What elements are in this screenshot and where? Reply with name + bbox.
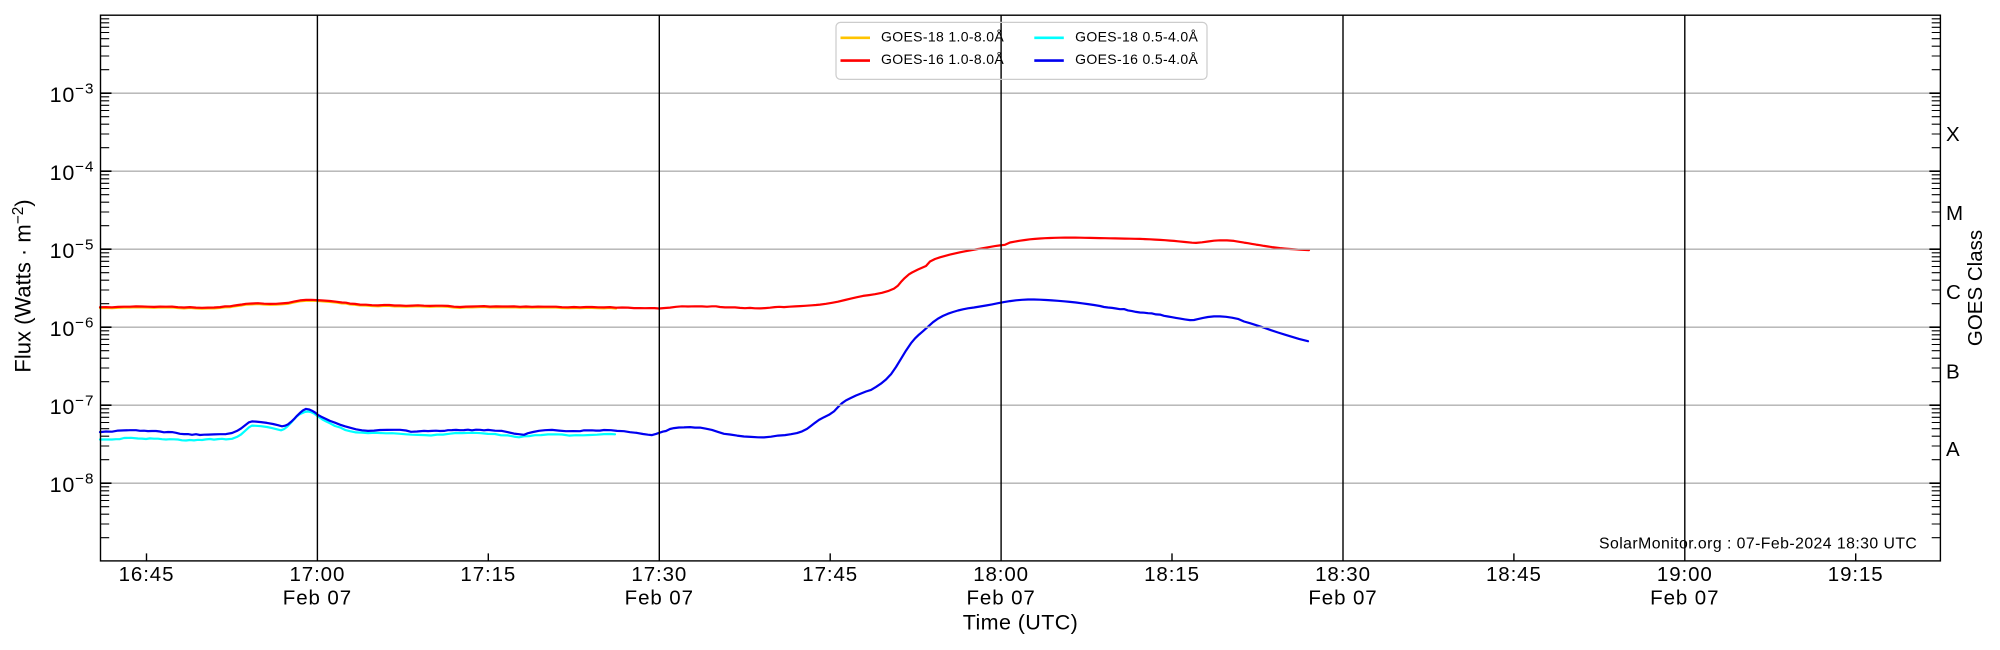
svg-text:10−6: 10−6 bbox=[50, 315, 95, 341]
svg-text:18:15: 18:15 bbox=[1144, 563, 1200, 586]
svg-text:10−5: 10−5 bbox=[50, 237, 95, 263]
svg-text:B: B bbox=[1946, 360, 1960, 383]
svg-text:10−7: 10−7 bbox=[50, 393, 95, 419]
svg-text:Feb 07: Feb 07 bbox=[283, 587, 352, 610]
svg-text:Feb 07: Feb 07 bbox=[1650, 587, 1719, 610]
svg-text:10−4: 10−4 bbox=[50, 159, 95, 185]
svg-text:GOES Class: GOES Class bbox=[1964, 230, 1987, 346]
svg-text:18:45: 18:45 bbox=[1486, 563, 1542, 586]
svg-text:17:00: 17:00 bbox=[289, 563, 345, 586]
svg-text:M: M bbox=[1946, 202, 1963, 225]
svg-text:GOES-18 0.5-4.0Å: GOES-18 0.5-4.0Å bbox=[1075, 28, 1198, 44]
svg-text:X: X bbox=[1946, 123, 1960, 146]
svg-text:18:30: 18:30 bbox=[1315, 563, 1371, 586]
svg-text:Feb 07: Feb 07 bbox=[625, 587, 694, 610]
svg-text:Flux (Watts · m−2): Flux (Watts · m−2) bbox=[10, 199, 36, 372]
svg-text:16:45: 16:45 bbox=[119, 563, 175, 586]
svg-text:GOES-18 1.0-8.0Å: GOES-18 1.0-8.0Å bbox=[881, 28, 1004, 44]
svg-text:SolarMonitor.org : 07-Feb-2024: SolarMonitor.org : 07-Feb-2024 18:30 UTC bbox=[1599, 536, 1917, 553]
svg-text:C: C bbox=[1946, 281, 1961, 304]
svg-text:10−3: 10−3 bbox=[50, 81, 95, 107]
svg-text:17:30: 17:30 bbox=[631, 563, 687, 586]
svg-text:17:45: 17:45 bbox=[802, 563, 858, 586]
svg-text:GOES-16 1.0-8.0Å: GOES-16 1.0-8.0Å bbox=[881, 51, 1004, 67]
svg-text:17:15: 17:15 bbox=[460, 563, 516, 586]
svg-text:GOES-16 0.5-4.0Å: GOES-16 0.5-4.0Å bbox=[1075, 51, 1198, 67]
svg-text:19:00: 19:00 bbox=[1657, 563, 1713, 586]
svg-text:18:00: 18:00 bbox=[973, 563, 1029, 586]
svg-text:Feb 07: Feb 07 bbox=[1308, 587, 1377, 610]
svg-text:Time (UTC): Time (UTC) bbox=[963, 611, 1078, 635]
svg-text:Feb 07: Feb 07 bbox=[966, 587, 1035, 610]
svg-text:A: A bbox=[1946, 438, 1960, 461]
svg-text:10−8: 10−8 bbox=[50, 471, 95, 497]
svg-text:19:15: 19:15 bbox=[1828, 563, 1884, 586]
